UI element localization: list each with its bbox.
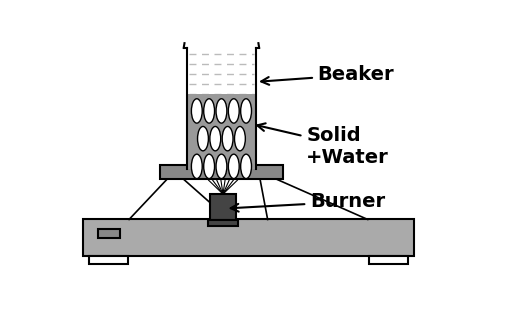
Bar bbox=[160, 165, 283, 179]
Text: Burner: Burner bbox=[231, 192, 385, 212]
Bar bbox=[187, 48, 256, 169]
Ellipse shape bbox=[229, 154, 239, 179]
Text: Solid
+Water: Solid +Water bbox=[257, 123, 389, 167]
Bar bbox=[208, 220, 238, 226]
Bar bbox=[83, 219, 414, 257]
Ellipse shape bbox=[204, 99, 215, 123]
Ellipse shape bbox=[222, 127, 233, 151]
Ellipse shape bbox=[229, 99, 239, 123]
Ellipse shape bbox=[204, 154, 215, 179]
Bar bbox=[210, 194, 236, 220]
Ellipse shape bbox=[241, 154, 251, 179]
Bar bbox=[369, 257, 408, 264]
Ellipse shape bbox=[216, 99, 227, 123]
Ellipse shape bbox=[191, 99, 202, 123]
Ellipse shape bbox=[191, 154, 202, 179]
Ellipse shape bbox=[197, 127, 208, 151]
Bar bbox=[187, 94, 256, 169]
Bar bbox=[89, 257, 127, 264]
Ellipse shape bbox=[241, 99, 251, 123]
Bar bbox=[98, 229, 120, 238]
Ellipse shape bbox=[234, 127, 245, 151]
Ellipse shape bbox=[216, 154, 227, 179]
Text: Beaker: Beaker bbox=[261, 65, 394, 85]
Ellipse shape bbox=[210, 127, 221, 151]
